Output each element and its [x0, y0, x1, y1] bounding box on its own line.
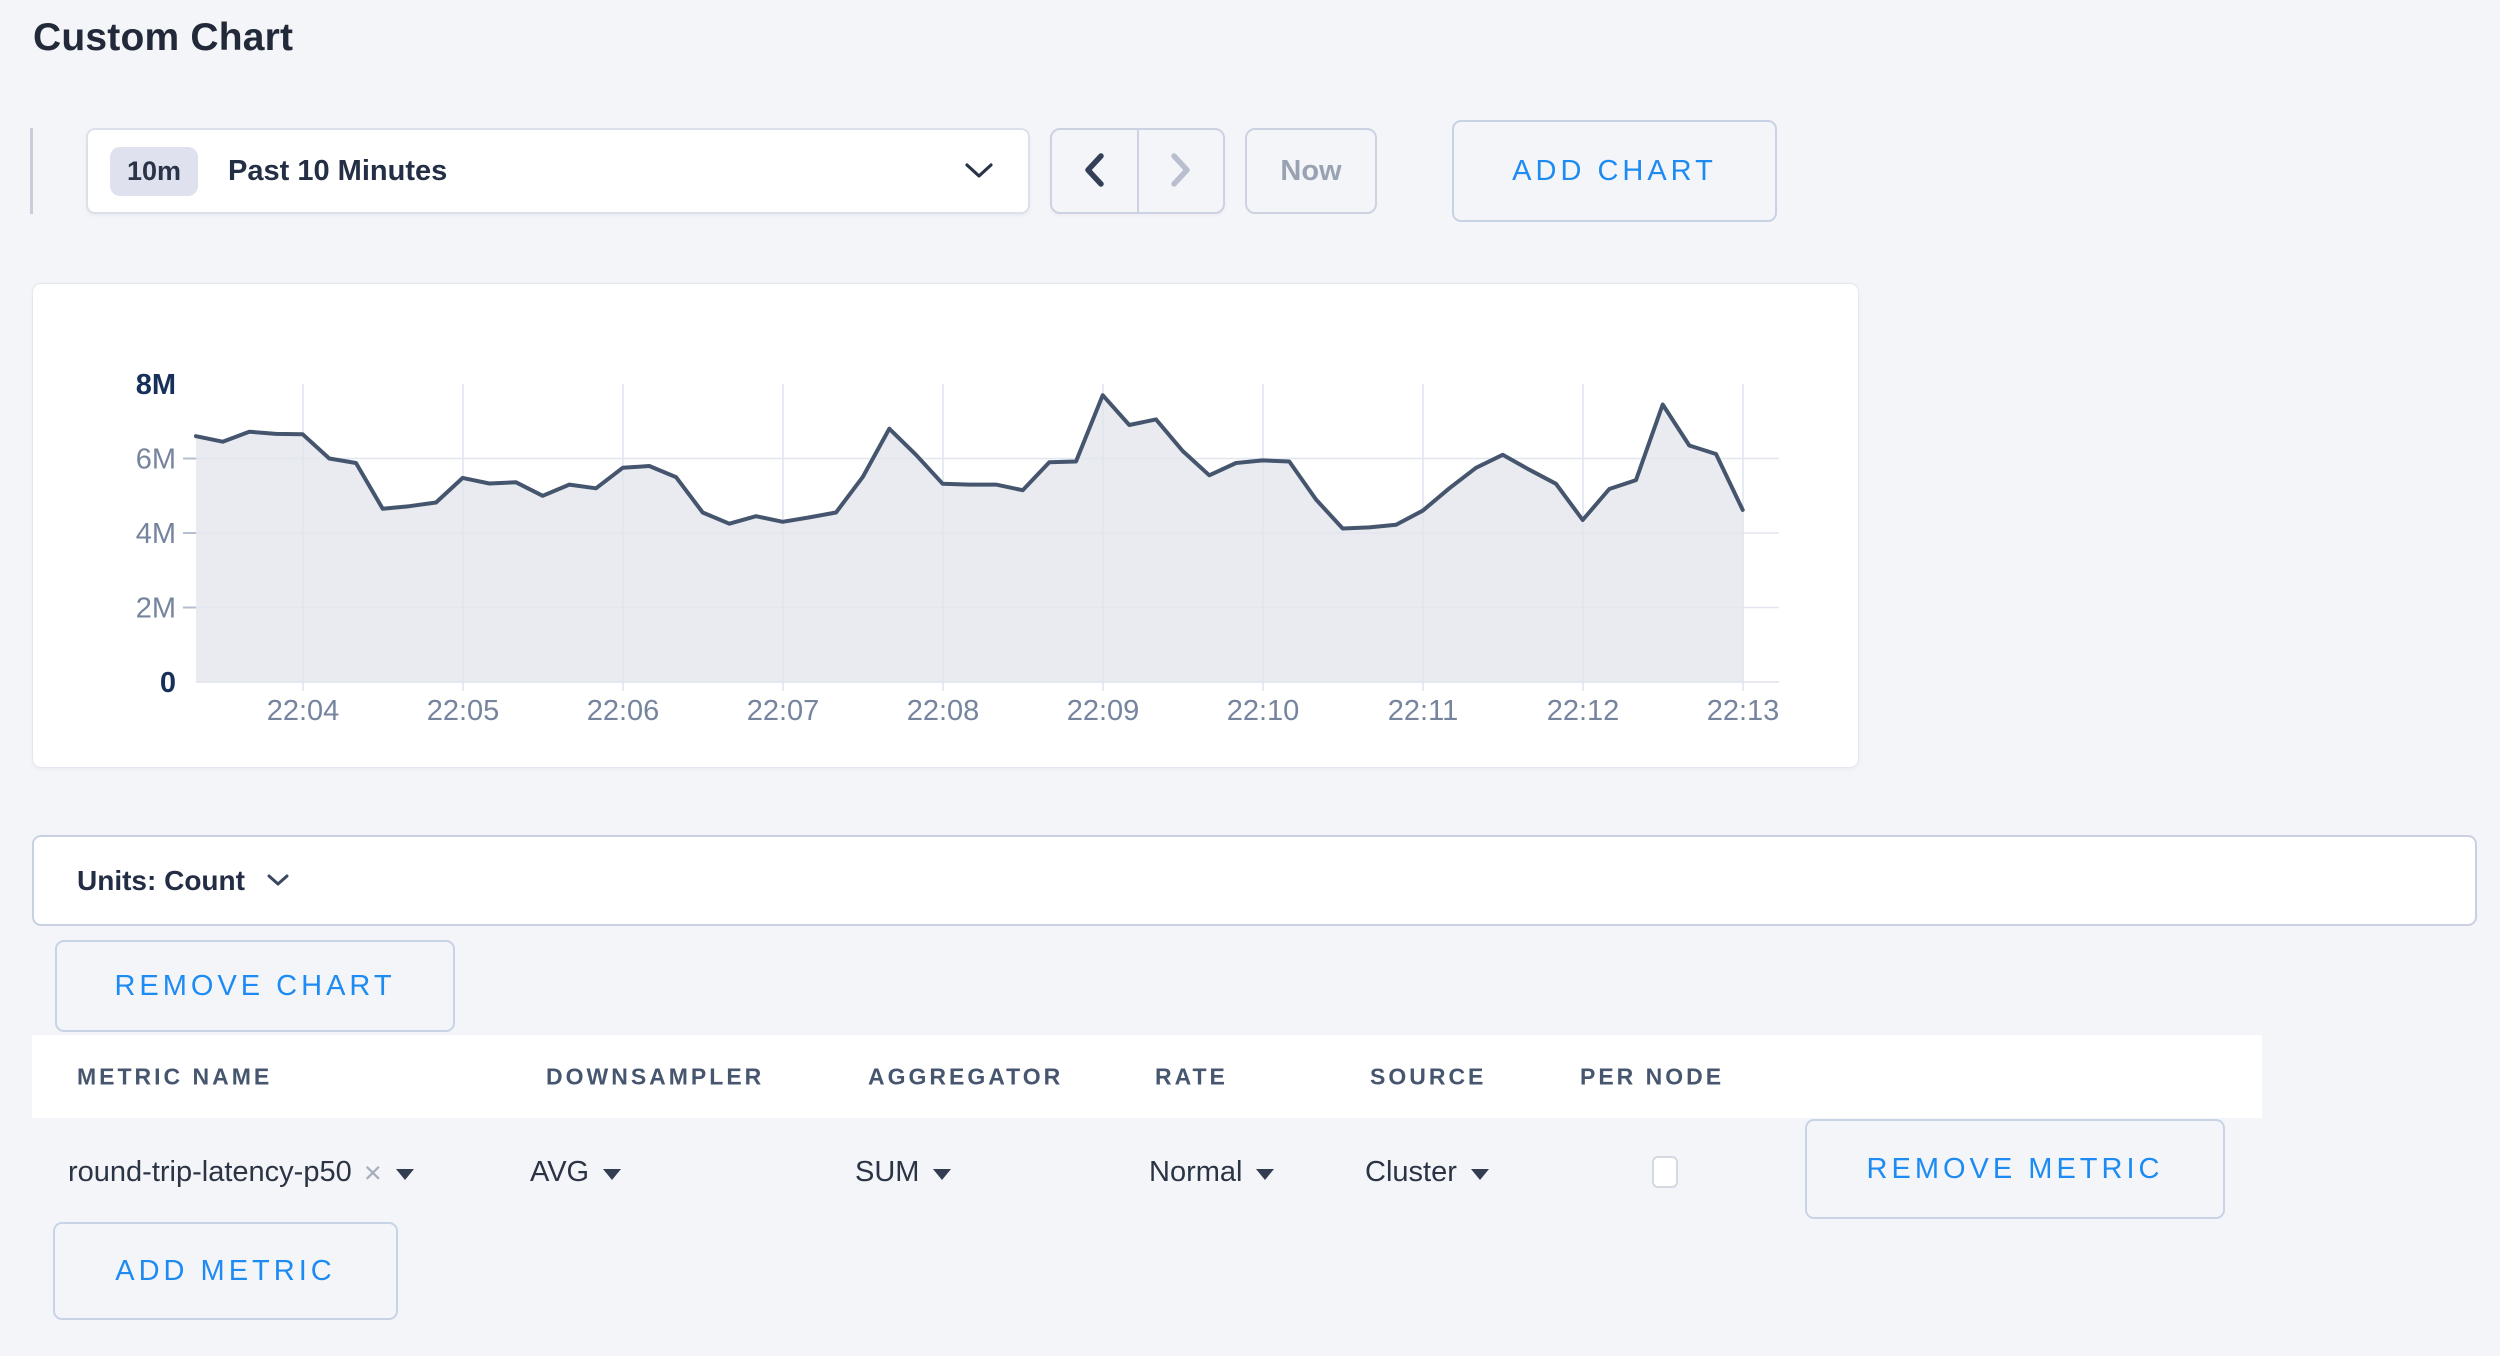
column-header-per-node: PER NODE [1580, 1063, 1725, 1089]
aggregator-select[interactable]: SUM [855, 1125, 952, 1220]
caret-down-icon [1256, 1169, 1275, 1180]
svg-text:22:07: 22:07 [747, 695, 820, 727]
svg-text:22:12: 22:12 [1547, 695, 1620, 727]
column-header-source: SOURCE [1370, 1063, 1487, 1089]
custom-chart-card: 0 2M 4M 6M 8M 22:04 22:05 22:06 22:07 22:08 22:09 2… [32, 283, 1859, 768]
time-pager [1050, 128, 1225, 214]
downsampler-value: AVG [530, 1156, 590, 1188]
metrics-table-header: METRIC NAME DOWNSAMPLER AGGREGATOR RATE … [32, 1035, 2262, 1118]
svg-text:22:10: 22:10 [1227, 695, 1300, 727]
svg-text:0: 0 [160, 667, 176, 699]
rate-select[interactable]: Normal [1149, 1125, 1275, 1220]
svg-text:22:08: 22:08 [907, 695, 980, 727]
aggregator-value: SUM [855, 1156, 920, 1188]
add-chart-button[interactable]: ADD CHART [1452, 120, 1777, 222]
chevron-down-icon [267, 874, 289, 888]
time-series-chart[interactable]: 0 2M 4M 6M 8M 22:04 22:05 22:06 22:07 22:08 22:09 2… [33, 284, 1858, 767]
downsampler-select[interactable]: AVG [530, 1125, 622, 1220]
caret-down-icon [933, 1169, 952, 1180]
chevron-left-icon [1082, 152, 1106, 191]
metric-name-value: round-trip-latency-p50 [68, 1156, 352, 1188]
svg-text:22:13: 22:13 [1707, 695, 1780, 727]
svg-text:22:05: 22:05 [427, 695, 500, 727]
svg-text:8M: 8M [136, 369, 176, 401]
metric-row: round-trip-latency-p50 × AVG SUM Normal … [32, 1119, 2262, 1220]
chevron-right-icon [1169, 152, 1193, 191]
svg-text:22:06: 22:06 [587, 695, 660, 727]
per-node-checkbox[interactable] [1652, 1156, 1678, 1188]
caret-down-icon [1470, 1169, 1489, 1180]
time-window-badge: 10m [110, 146, 199, 196]
remove-chart-button[interactable]: REMOVE CHART [55, 940, 455, 1032]
svg-text:22:09: 22:09 [1067, 695, 1140, 727]
add-metric-button[interactable]: ADD METRIC [53, 1222, 398, 1320]
now-button[interactable]: Now [1245, 128, 1377, 214]
source-value: Cluster [1365, 1156, 1457, 1188]
previous-time-button[interactable] [1052, 130, 1139, 212]
svg-text:6M: 6M [136, 444, 176, 476]
rate-value: Normal [1149, 1156, 1243, 1188]
column-header-downsampler: DOWNSAMPLER [546, 1063, 765, 1089]
remove-metric-button[interactable]: REMOVE METRIC [1805, 1119, 2225, 1219]
column-header-aggregator: AGGREGATOR [868, 1063, 1064, 1089]
clear-metric-icon[interactable]: × [363, 1155, 382, 1190]
units-label: Units: Count [77, 864, 245, 896]
chevron-down-icon [964, 162, 994, 180]
units-select[interactable]: Units: Count [32, 835, 2477, 926]
time-window-label: Past 10 Minutes [228, 154, 448, 187]
caret-down-icon [395, 1169, 414, 1180]
time-window-select[interactable]: 10m Past 10 Minutes [86, 128, 1030, 214]
svg-text:22:11: 22:11 [1388, 695, 1458, 727]
column-header-metric-name: METRIC NAME [77, 1063, 273, 1089]
next-time-button[interactable] [1139, 130, 1224, 212]
source-select[interactable]: Cluster [1365, 1125, 1489, 1220]
caret-down-icon [603, 1169, 622, 1180]
metric-name-select[interactable]: round-trip-latency-p50 × [68, 1125, 414, 1220]
svg-text:22:04: 22:04 [267, 695, 340, 727]
column-header-rate: RATE [1155, 1063, 1228, 1089]
svg-text:4M: 4M [136, 518, 176, 550]
page-title: Custom Chart [33, 16, 294, 59]
svg-text:2M: 2M [136, 593, 176, 625]
toolbar-accent-divider [30, 128, 33, 214]
